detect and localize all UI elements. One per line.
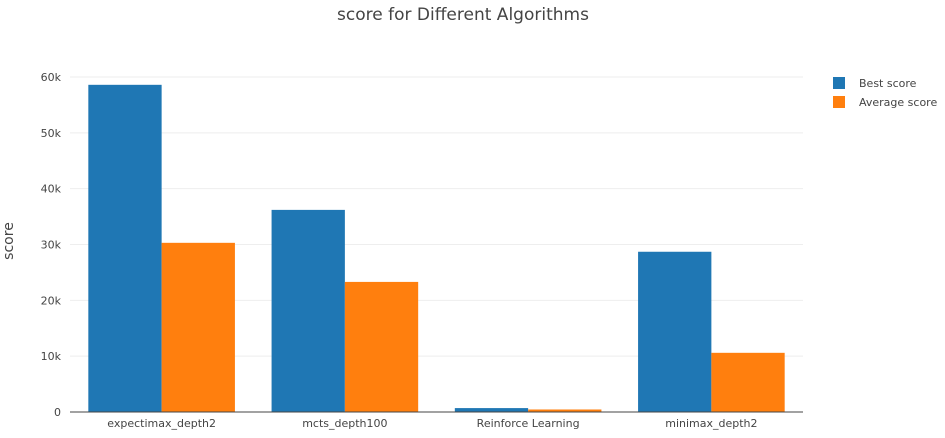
y-tick-label: 60k bbox=[41, 71, 62, 84]
bar-best-score-2[interactable] bbox=[454, 408, 529, 412]
x-axis-ticks: expectimax_depth2 mcts_depth100 Reinforce … bbox=[107, 417, 757, 430]
y-tick-label: 30k bbox=[41, 239, 62, 252]
y-tick-label: 50k bbox=[41, 127, 62, 140]
y-tick-label: 20k bbox=[41, 294, 62, 307]
y-tick-label: 40k bbox=[41, 183, 62, 196]
x-tick-label: expectimax_depth2 bbox=[107, 417, 216, 430]
bar-average-score-0[interactable] bbox=[161, 242, 235, 412]
y-tick-label: 0 bbox=[54, 406, 61, 419]
bar-average-score-3[interactable] bbox=[711, 352, 785, 412]
bars bbox=[88, 84, 785, 413]
y-axis-title: score bbox=[1, 222, 17, 260]
bar-best-score-0[interactable] bbox=[88, 84, 162, 413]
bar-average-score-2[interactable] bbox=[528, 409, 602, 412]
bar-best-score-3[interactable] bbox=[638, 251, 712, 412]
x-tick-label: mcts_depth100 bbox=[302, 417, 387, 430]
x-tick-label: Reinforce Learning bbox=[477, 417, 580, 430]
y-tick-label: 10k bbox=[41, 350, 62, 363]
legend-label[interactable]: Average score bbox=[859, 96, 937, 109]
x-tick-label: minimax_depth2 bbox=[665, 417, 757, 430]
bar-average-score-1[interactable] bbox=[344, 281, 419, 412]
legend-label[interactable]: Best score bbox=[859, 77, 917, 90]
bar-best-score-1[interactable] bbox=[271, 209, 345, 412]
legend-swatch[interactable] bbox=[833, 96, 845, 108]
y-axis-ticks: 0 10k 20k 30k 40k 50k 60k bbox=[41, 71, 62, 419]
legend-swatch[interactable] bbox=[833, 77, 845, 89]
legend[interactable]: Best score Average score bbox=[833, 77, 937, 109]
chart-title: score for Different Algorithms bbox=[337, 5, 589, 25]
